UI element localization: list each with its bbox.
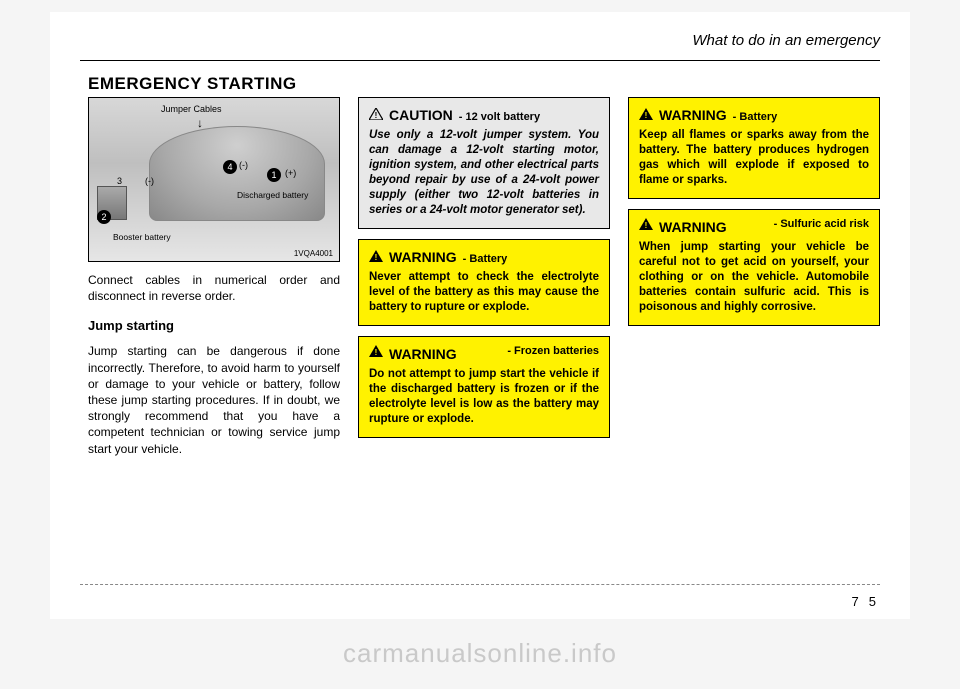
chapter-header: What to do in an emergency — [692, 32, 880, 49]
diagram-num-2: 2 — [97, 210, 111, 224]
manual-page: What to do in an emergency EMERGENCY STA… — [50, 12, 910, 619]
label-discharged-battery: Discharged battery — [237, 190, 308, 200]
warning-title: WARNING — [389, 345, 457, 363]
warning-body: Do not attempt to jump start the vehicle… — [369, 367, 599, 427]
page-number-page: 5 — [869, 594, 876, 609]
svg-text:!: ! — [645, 111, 648, 120]
page-number: 7 5 — [852, 594, 876, 609]
warning-title-row: ! WARNING - Battery — [639, 106, 869, 124]
caution-title: CAUTION — [389, 106, 453, 124]
warning-title-row: ! WARNING - Battery — [369, 248, 599, 266]
warning-title: WARNING — [389, 248, 457, 266]
warning-title-row: ! WARNING - Sulfuric acid risk — [639, 218, 869, 236]
warning-subtitle: - Battery — [733, 110, 778, 124]
paragraph-jump-starting: Jump starting can be dangerous if done i… — [88, 343, 340, 456]
warning-title: WARNING — [659, 106, 727, 124]
diagram-code: 1VQA4001 — [294, 249, 333, 258]
subheading-jump-starting: Jump starting — [88, 318, 340, 333]
warning-triangle-icon: ! — [369, 345, 383, 357]
warning-body: Never attempt to check the electrolyte l… — [369, 270, 599, 315]
section-title: EMERGENCY STARTING — [88, 74, 297, 94]
caution-body: Use only a 12-volt jumper system. You ca… — [369, 128, 599, 218]
warning-triangle-icon: ! — [639, 108, 653, 120]
warning-battery-flames: ! WARNING - Battery Keep all flames or s… — [628, 97, 880, 199]
diagram-num-3-label: 3 — [117, 176, 122, 186]
diagram-sign-1: (+) — [285, 168, 296, 178]
page-number-chapter: 7 — [852, 594, 859, 609]
warning-subtitle: - Frozen batteries — [463, 345, 599, 358]
warning-body: When jump starting your vehicle be caref… — [639, 240, 869, 315]
content-columns: Jumper Cables ↓ 3 1 2 4 (-) (-) (+) Disc… — [88, 97, 880, 579]
car-hood-illustration — [149, 126, 325, 221]
diagram-sign-3: (-) — [145, 176, 154, 186]
diagram-num-4: 4 — [223, 160, 237, 174]
column-3: ! WARNING - Battery Keep all flames or s… — [628, 97, 880, 579]
warning-frozen-batteries: ! WARNING - Frozen batteries Do not atte… — [358, 336, 610, 438]
label-jumper-cables: Jumper Cables — [161, 104, 222, 114]
warning-subtitle: - Battery — [463, 252, 508, 266]
warning-sulfuric-acid: ! WARNING - Sulfuric acid risk When jump… — [628, 209, 880, 326]
svg-text:!: ! — [375, 111, 378, 120]
jump-start-diagram: Jumper Cables ↓ 3 1 2 4 (-) (-) (+) Disc… — [88, 97, 340, 262]
diagram-num-1: 1 — [267, 168, 281, 182]
column-1: Jumper Cables ↓ 3 1 2 4 (-) (-) (+) Disc… — [88, 97, 340, 579]
column-2: ! CAUTION - 12 volt battery Use only a 1… — [358, 97, 610, 579]
svg-text:!: ! — [375, 253, 378, 262]
watermark: carmanualsonline.info — [0, 638, 960, 669]
label-booster-battery: Booster battery — [113, 232, 171, 242]
paragraph-connect-order: Connect cables in numerical order and di… — [88, 272, 340, 304]
footer-dashed-rule — [80, 584, 880, 585]
diagram-sign-4: (-) — [239, 160, 248, 170]
warning-triangle-icon: ! — [369, 108, 383, 120]
warning-battery-electrolyte: ! WARNING - Battery Never attempt to che… — [358, 239, 610, 326]
caution-12v-battery: ! CAUTION - 12 volt battery Use only a 1… — [358, 97, 610, 229]
warning-title-row: ! WARNING - Frozen batteries — [369, 345, 599, 363]
warning-triangle-icon: ! — [369, 250, 383, 262]
warning-subtitle: - Sulfuric acid risk — [733, 218, 869, 231]
svg-text:!: ! — [375, 348, 378, 357]
svg-text:!: ! — [645, 221, 648, 230]
header-rule — [80, 60, 880, 61]
caution-title-row: ! CAUTION - 12 volt battery — [369, 106, 599, 124]
warning-body: Keep all flames or sparks away from the … — [639, 128, 869, 188]
warning-title: WARNING — [659, 218, 727, 236]
caution-subtitle: - 12 volt battery — [459, 110, 540, 124]
arrow-down-icon: ↓ — [197, 116, 203, 130]
warning-triangle-icon: ! — [639, 218, 653, 230]
